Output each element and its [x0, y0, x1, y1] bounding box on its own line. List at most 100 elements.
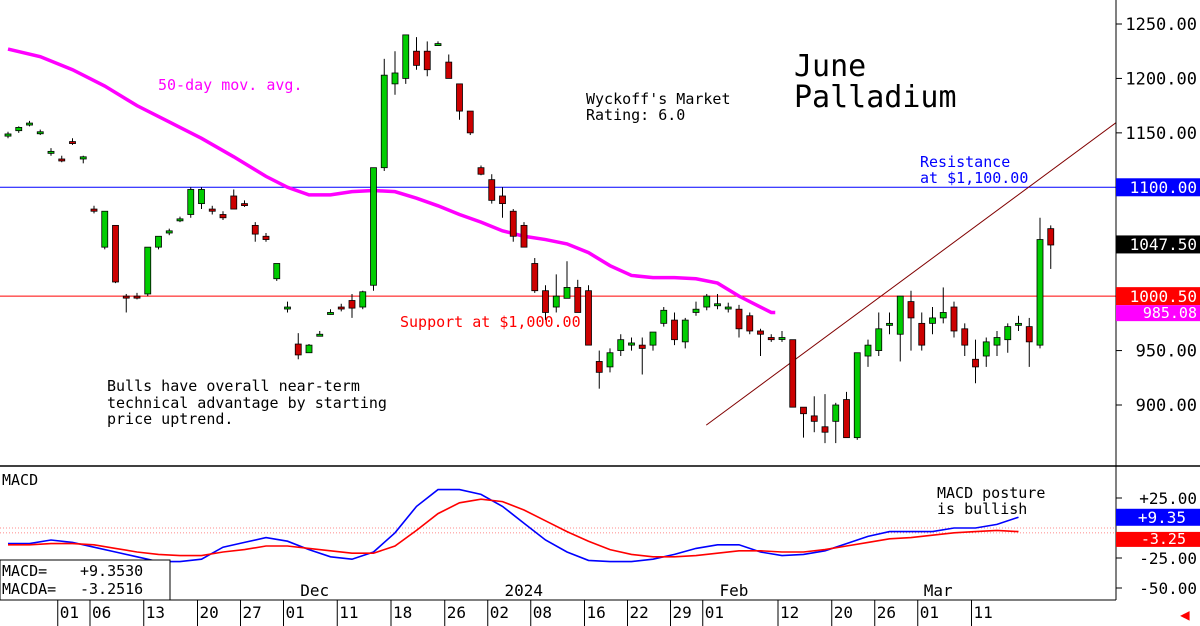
candle: [241, 200, 248, 207]
candle: [477, 165, 485, 176]
candle-body: [423, 50, 431, 71]
candle-body: [36, 131, 44, 135]
candle-body: [821, 426, 829, 433]
candle-body: [585, 290, 592, 346]
candle-body: [993, 337, 1001, 346]
x-tick-label: 01: [705, 603, 724, 622]
candle-body: [47, 150, 55, 154]
candle-body: [79, 156, 87, 160]
candle-body: [509, 210, 517, 237]
candle-body: [714, 303, 721, 307]
candle: [585, 285, 592, 346]
macda-badge: [1116, 531, 1200, 547]
candle-body: [112, 224, 119, 283]
moving-average-badge: [1116, 305, 1200, 322]
candle: [671, 312, 678, 346]
candle-body: [58, 158, 66, 162]
resistance-badge-text: 1100.00: [1130, 178, 1197, 197]
resistance-annotation-line2: at $1,100.00: [920, 169, 1028, 187]
x-tick-label: 13: [146, 603, 165, 622]
x-tick-label: 01: [286, 603, 305, 622]
candle-body: [595, 361, 603, 373]
x-tick-label: 12: [780, 603, 799, 622]
candle-body: [778, 337, 786, 340]
candle: [133, 292, 141, 300]
candle: [681, 317, 689, 349]
candle-body: [456, 83, 463, 112]
candle: [316, 330, 324, 337]
candle: [509, 209, 517, 242]
x-tick-label: 02: [490, 603, 509, 622]
candle-body: [337, 306, 345, 310]
x-tick-label: 29: [673, 603, 692, 622]
candle: [649, 331, 657, 351]
candle-body: [165, 230, 173, 234]
candle-body: [101, 210, 109, 248]
candle-body: [187, 189, 195, 215]
candle: [155, 235, 162, 250]
macd-tick-label: +25.00: [1139, 489, 1197, 508]
candle-body: [531, 263, 539, 292]
price-tick-label: 950.00: [1136, 342, 1197, 362]
candle-body: [1015, 322, 1022, 326]
rating-text-line2: Rating: 6.0: [586, 106, 685, 124]
candle: [918, 312, 926, 351]
candle-body: [380, 74, 388, 169]
candle-body: [520, 224, 528, 248]
candle-body: [724, 306, 732, 310]
candle-body: [241, 203, 248, 207]
candle: [262, 233, 270, 242]
candle: [69, 138, 76, 145]
candle-body: [681, 319, 689, 343]
comment-line1: Bulls have overall near-term: [107, 377, 360, 395]
macd-line: [8, 488, 1019, 563]
support-annotation: Support at $1,000.00: [400, 313, 581, 331]
comment-line3: price uptrend.: [107, 410, 233, 428]
candle: [864, 339, 872, 367]
candle: [337, 303, 345, 312]
x-tick-label: 06: [92, 603, 111, 622]
scroll-left-arrow-icon[interactable]: ◀: [1180, 605, 1190, 624]
candle-body: [789, 339, 797, 408]
candle-body: [961, 328, 969, 346]
macd-tick-label: -50.00: [1139, 579, 1197, 598]
candle-body: [563, 287, 571, 299]
candle: [15, 126, 23, 133]
candle-body: [284, 306, 291, 310]
macda-badge-text: -3.25: [1141, 530, 1186, 548]
candle: [972, 339, 979, 384]
candle-body: [15, 127, 23, 132]
candle: [778, 330, 786, 342]
candle-body: [982, 341, 990, 357]
month-label: Feb: [720, 581, 749, 600]
x-tick-label: 01: [920, 603, 939, 622]
candle: [606, 348, 614, 373]
candle: [434, 41, 442, 46]
candle-body: [305, 344, 313, 354]
comment-line2: technical advantage by starting: [107, 394, 387, 412]
candle-body: [832, 404, 840, 422]
x-tick-label: 20: [200, 603, 219, 622]
candle-body: [1004, 326, 1012, 341]
candle: [391, 51, 399, 95]
candle-body: [843, 399, 850, 439]
macd-annotation-line2: is bullish: [937, 500, 1027, 518]
candle: [875, 312, 883, 357]
candle: [692, 301, 700, 316]
x-tick-label: 20: [834, 603, 853, 622]
candle: [638, 337, 646, 375]
candle: [187, 187, 195, 218]
candle-body: [499, 195, 506, 205]
candle: [735, 304, 743, 338]
candle-body: [316, 333, 324, 337]
x-tick-label: 11: [974, 603, 993, 622]
month-label: Dec: [300, 581, 329, 600]
macd-badge-text: +9.35: [1138, 508, 1186, 527]
chart-subtitle: Palladium: [794, 80, 957, 115]
candle-body: [26, 122, 33, 126]
macd-badge: [1116, 508, 1200, 526]
candle: [950, 301, 958, 338]
candle-body: [348, 300, 356, 309]
candle-body: [746, 315, 754, 332]
candle: [595, 350, 603, 389]
